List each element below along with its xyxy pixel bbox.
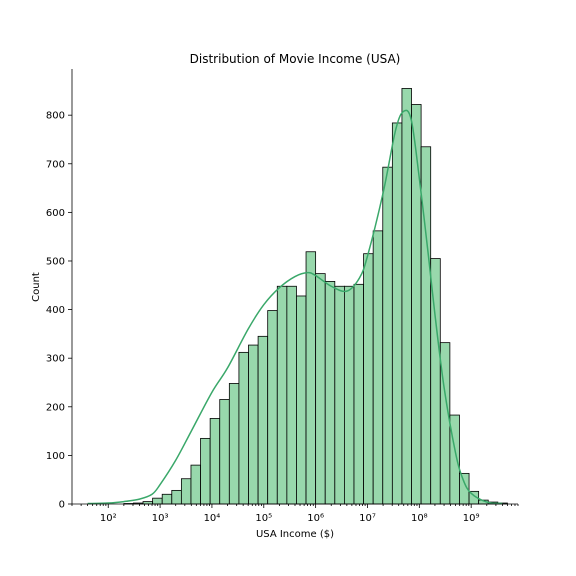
x-axis-ticks: 10² 10³ 10⁴ 10⁵ 10⁶ 10⁷ 10⁸ 10⁹	[72, 504, 518, 524]
histogram-bar	[191, 465, 201, 504]
y-tick-label: 600	[46, 208, 65, 219]
histogram-bar	[335, 286, 345, 504]
histogram-bar	[181, 479, 191, 504]
histogram-bar	[412, 104, 422, 504]
histogram-bar	[402, 88, 412, 504]
histogram-bar	[153, 498, 163, 504]
histogram-bar	[296, 296, 306, 504]
histogram-bar	[229, 383, 239, 504]
histogram-bar	[373, 231, 383, 504]
y-tick-label: 0	[59, 500, 65, 511]
histogram-bar	[220, 400, 230, 505]
x-tick-label: 10²	[100, 513, 117, 524]
histogram-bar	[392, 123, 402, 504]
histogram-bar	[287, 286, 297, 504]
x-tick-label: 10⁹	[463, 513, 480, 524]
x-axis-label: USA Income ($)	[256, 529, 334, 540]
y-tick-label: 700	[46, 159, 65, 170]
x-tick-label: 10³	[152, 513, 169, 524]
histogram-bar	[325, 281, 335, 504]
histogram-bar	[344, 286, 354, 504]
histogram-bar	[201, 438, 211, 504]
histogram-bar	[239, 352, 249, 504]
x-tick-label: 10⁸	[411, 513, 428, 524]
y-tick-label: 400	[46, 305, 65, 316]
histogram-bars	[124, 88, 508, 504]
y-tick-label: 200	[46, 402, 65, 413]
histogram-bar	[306, 252, 316, 504]
histogram-bar	[383, 167, 393, 504]
histogram-bar	[316, 274, 326, 504]
x-tick-label: 10⁴	[204, 513, 221, 524]
y-axis-label: Count	[31, 272, 42, 302]
histogram-bar	[210, 418, 220, 504]
x-tick-label: 10⁶	[307, 513, 324, 524]
histogram-bar	[258, 336, 268, 504]
y-axis-ticks: 0 100 200 300 400 500 600 700 800	[46, 111, 72, 511]
y-tick-label: 800	[46, 111, 65, 122]
y-tick-label: 100	[46, 451, 65, 462]
y-tick-label: 500	[46, 256, 65, 267]
x-tick-label: 10⁵	[255, 513, 272, 524]
chart-title: Distribution of Movie Income (USA)	[190, 52, 401, 66]
x-tick-label: 10⁷	[359, 513, 376, 524]
histogram-bar	[162, 494, 172, 504]
histogram-bar	[268, 311, 278, 504]
histogram-bar	[364, 254, 374, 504]
y-tick-label: 300	[46, 354, 65, 365]
histogram-bar	[172, 490, 182, 504]
histogram-bar	[249, 345, 259, 504]
histogram-bar	[354, 284, 364, 504]
histogram-bar	[277, 286, 287, 504]
